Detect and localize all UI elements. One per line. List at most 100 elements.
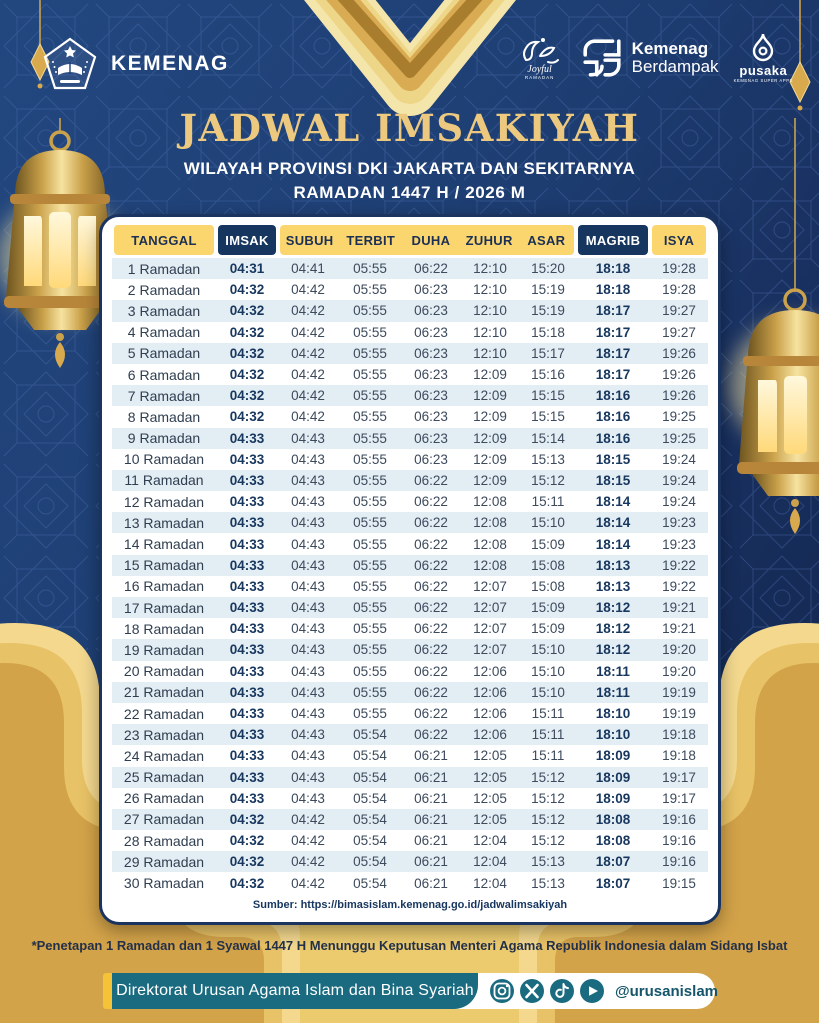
youtube-icon [580,979,604,1003]
cell-time-terbit: 05:55 [353,621,387,637]
cell-time-isya: 19:20 [662,663,696,679]
header-group: ISYA [652,225,706,255]
cell-time-terbit: 05:55 [353,557,387,573]
table-row: 27 Ramadan 04:32 04:42 05:54 06:21 12:05 15:12… [112,808,708,831]
cell-time-magrib: 18:15 [595,472,631,488]
cell-time-isya: 19:22 [662,557,696,573]
cell-time-zuhur: 12:07 [473,642,507,658]
table-header: TANGGAL IMSAK SUBUH TERBIT DUHA ZUHUR ASAR MAGR… [112,225,708,255]
cell-date: 6 Ramadan [127,366,201,383]
cell-time-zuhur: 12:10 [473,324,507,340]
cell-time-isya: 19:17 [662,790,696,806]
cell-time-asar: 15:10 [531,515,565,531]
pusaka-droplet-icon [753,33,774,62]
header-group: TANGGAL [114,225,214,255]
cell-time-imsak: 04:32 [229,324,265,340]
cell-date: 24 Ramadan [123,747,205,764]
cell-time-magrib: 18:08 [595,833,631,849]
cell-time-duha: 06:23 [414,345,448,361]
cell-time-imsak: 04:32 [229,303,265,319]
cell-date: 25 Ramadan [123,769,205,786]
cell-time-zuhur: 12:09 [473,409,507,425]
cell-time-duha: 06:23 [414,388,448,404]
lantern-right [729,118,819,534]
cell-time-zuhur: 12:05 [473,811,507,827]
cell-time-imsak: 04:33 [229,472,265,488]
cell-time-zuhur: 12:04 [473,833,507,849]
cell-time-isya: 19:28 [662,261,696,277]
cell-time-asar: 15:15 [531,388,565,404]
cell-time-magrib: 18:16 [595,430,631,446]
table-row: 10 Ramadan 04:33 04:43 05:55 06:23 12:09 15:13… [112,448,708,470]
cell-time-imsak: 04:32 [229,345,265,361]
cell-time-zuhur: 12:09 [473,451,507,467]
cell-time-subuh: 04:42 [291,367,325,383]
table-row: 8 Ramadan 04:32 04:42 05:55 06:23 12:09 15:15 1… [112,406,708,428]
cell-time-asar: 15:15 [531,409,565,425]
cell-time-isya: 19:26 [662,388,696,404]
cell-time-magrib: 18:14 [595,536,631,552]
cell-date: 21 Ramadan [123,684,205,701]
cell-time-terbit: 05:55 [353,578,387,594]
table-row: 15 Ramadan 04:33 04:43 05:55 06:22 12:08 15:08… [112,554,708,576]
source-line: Sumber: https://bimasislam.kemenag.go.id… [252,898,568,911]
cell-time-imsak: 04:33 [229,663,265,679]
cell-time-asar: 15:12 [531,833,565,849]
cell-time-duha: 06:22 [414,621,448,637]
cell-time-zuhur: 12:06 [473,684,507,700]
cell-time-asar: 15:12 [531,811,565,827]
cell-time-terbit: 05:54 [353,833,387,849]
cell-time-terbit: 05:54 [353,748,387,764]
cell-time-asar: 15:20 [531,261,565,277]
cell-date: 16 Ramadan [123,578,205,595]
table-row: 19 Ramadan 04:33 04:43 05:55 06:22 12:07 15:10… [112,639,708,661]
berdampak-label-line1: Kemenag [631,38,709,58]
cell-date: 15 Ramadan [123,557,205,574]
cell-time-asar: 15:14 [531,430,565,446]
cell-date: 23 Ramadan [123,726,205,743]
cell-time-isya: 19:23 [662,536,696,552]
column-header-asar: ASAR [527,232,566,248]
cell-time-subuh: 04:43 [291,451,325,467]
cell-time-isya: 19:26 [662,345,696,361]
cell-time-zuhur: 12:06 [473,727,507,743]
cell-date: 10 Ramadan [123,451,205,468]
cell-time-isya: 19:27 [662,324,696,340]
cell-time-subuh: 04:43 [291,494,325,510]
cell-time-imsak: 04:32 [229,833,265,849]
cell-time-asar: 15:13 [531,875,565,891]
cell-time-magrib: 18:13 [595,578,631,594]
cell-time-subuh: 04:42 [291,811,325,827]
cell-date: 14 Ramadan [123,536,205,553]
cell-time-imsak: 04:32 [229,409,265,425]
cell-time-duha: 06:21 [414,748,448,764]
cell-date: 29 Ramadan [123,853,205,870]
table-row: 25 Ramadan 04:33 04:43 05:54 06:21 12:05 15:12… [112,766,708,788]
cell-time-duha: 06:22 [414,706,448,722]
cell-time-terbit: 05:54 [353,769,387,785]
cell-time-terbit: 05:55 [353,367,387,383]
cell-time-magrib: 18:07 [595,875,631,891]
cell-time-isya: 19:18 [662,748,696,764]
table-row: 20 Ramadan 04:33 04:43 05:55 06:22 12:06 15:10… [112,660,708,682]
instagram-icon [490,979,514,1003]
cell-time-magrib: 18:12 [595,621,631,637]
cell-time-magrib: 18:12 [595,600,631,616]
cell-date: 5 Ramadan [127,345,201,362]
cell-time-asar: 15:09 [531,600,565,616]
cell-date: 7 Ramadan [127,387,201,404]
cell-time-subuh: 04:42 [291,324,325,340]
cell-time-isya: 19:25 [662,409,696,425]
cell-time-terbit: 05:55 [353,536,387,552]
cell-time-asar: 15:10 [531,663,565,679]
column-header-zuhur: ZUHUR [465,232,513,248]
table-row: 16 Ramadan 04:33 04:43 05:55 06:22 12:07 15:08… [112,575,708,597]
table-row: 14 Ramadan 04:33 04:43 05:55 06:22 12:08 15:09… [112,533,708,555]
cell-time-duha: 06:21 [414,875,448,891]
cell-date: 8 Ramadan [127,408,201,425]
lantern-left [0,118,122,368]
table-row: 4 Ramadan 04:32 04:42 05:55 06:23 12:10 15:18 1… [112,321,708,343]
cell-time-zuhur: 12:10 [473,261,507,277]
cell-time-subuh: 04:43 [291,621,325,637]
header-group: SUBUH TERBIT DUHA ZUHUR ASAR [280,225,574,255]
